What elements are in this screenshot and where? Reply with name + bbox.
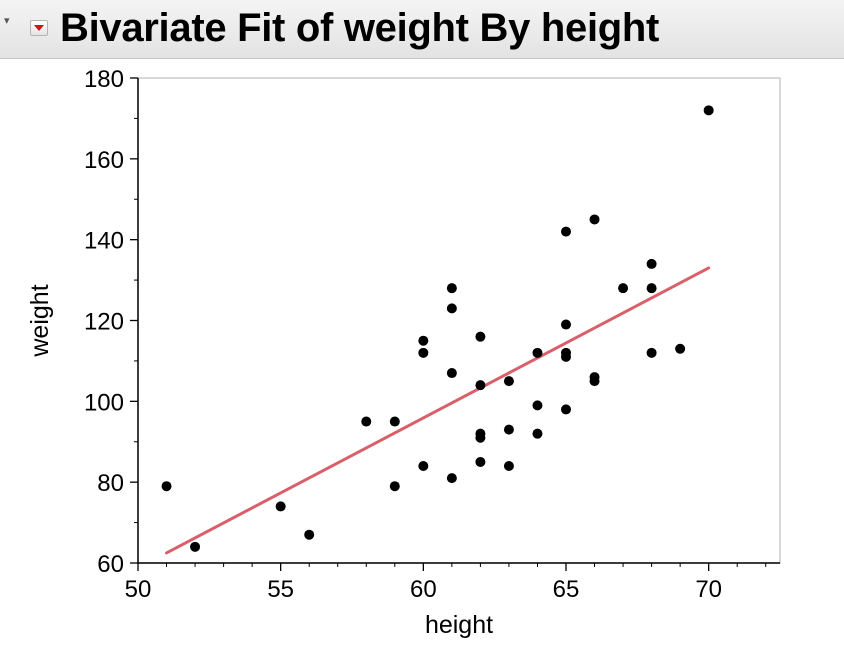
data-point[interactable] bbox=[361, 416, 372, 427]
y-tick-label: 120 bbox=[84, 309, 124, 336]
y-tick-label: 60 bbox=[97, 551, 124, 578]
scatter-plot: 50 55 60 65 70 60 80 100 120 140 160 180 height wei… bbox=[26, 66, 781, 639]
data-point[interactable] bbox=[475, 432, 486, 443]
y-tick-label: 160 bbox=[84, 147, 124, 174]
x-tick-label: 55 bbox=[267, 576, 294, 603]
data-point[interactable] bbox=[618, 283, 629, 294]
data-point[interactable] bbox=[589, 376, 600, 387]
x-tick-label: 65 bbox=[553, 576, 580, 603]
data-point[interactable] bbox=[646, 283, 657, 294]
data-point[interactable] bbox=[389, 416, 400, 427]
data-point[interactable] bbox=[446, 283, 457, 294]
data-point[interactable] bbox=[275, 501, 286, 512]
data-point[interactable] bbox=[418, 347, 429, 358]
plot-frame bbox=[137, 77, 781, 564]
disclosure-triangle-icon[interactable]: ▾ bbox=[4, 15, 10, 27]
data-point[interactable] bbox=[589, 214, 600, 225]
data-point[interactable] bbox=[446, 303, 457, 314]
data-point[interactable] bbox=[418, 461, 429, 471]
data-point[interactable] bbox=[646, 258, 657, 269]
y-axis-label: weight bbox=[26, 284, 54, 357]
data-point[interactable] bbox=[304, 529, 315, 540]
data-point[interactable] bbox=[503, 376, 514, 387]
y-tick-label: 80 bbox=[97, 470, 124, 497]
data-point[interactable] bbox=[503, 461, 514, 471]
data-point[interactable] bbox=[190, 541, 201, 552]
data-point[interactable] bbox=[561, 351, 571, 362]
fit-line bbox=[165, 266, 711, 555]
data-point[interactable] bbox=[161, 481, 172, 492]
data-point[interactable] bbox=[532, 347, 543, 358]
report-title: Bivariate Fit of weight By height bbox=[60, 6, 660, 50]
data-point[interactable] bbox=[561, 319, 571, 330]
data-point[interactable] bbox=[475, 456, 486, 467]
red-triangle-glyph bbox=[34, 25, 44, 31]
x-axis-label: height bbox=[425, 611, 493, 639]
data-point[interactable] bbox=[389, 481, 400, 492]
data-point[interactable] bbox=[503, 424, 514, 435]
data-point[interactable] bbox=[418, 335, 429, 346]
data-point[interactable] bbox=[675, 343, 686, 354]
red-triangle-menu-icon[interactable] bbox=[30, 20, 48, 36]
data-point[interactable] bbox=[646, 347, 657, 358]
data-point[interactable] bbox=[446, 473, 457, 484]
data-point[interactable] bbox=[561, 404, 571, 415]
data-point[interactable] bbox=[532, 428, 543, 439]
data-point[interactable] bbox=[703, 105, 714, 116]
data-point[interactable] bbox=[561, 226, 571, 237]
data-point[interactable] bbox=[475, 331, 486, 342]
report-header: ▾ Bivariate Fit of weight By height bbox=[0, 0, 844, 59]
data-point[interactable] bbox=[446, 368, 457, 379]
y-tick-label: 140 bbox=[84, 228, 124, 255]
data-point[interactable] bbox=[532, 400, 543, 411]
y-tick-label: 180 bbox=[84, 66, 124, 93]
y-tick-label: 100 bbox=[84, 389, 124, 416]
x-tick-label: 50 bbox=[125, 576, 152, 603]
x-tick-label: 70 bbox=[695, 576, 722, 603]
data-point[interactable] bbox=[475, 380, 486, 391]
x-tick-label: 60 bbox=[410, 576, 437, 603]
